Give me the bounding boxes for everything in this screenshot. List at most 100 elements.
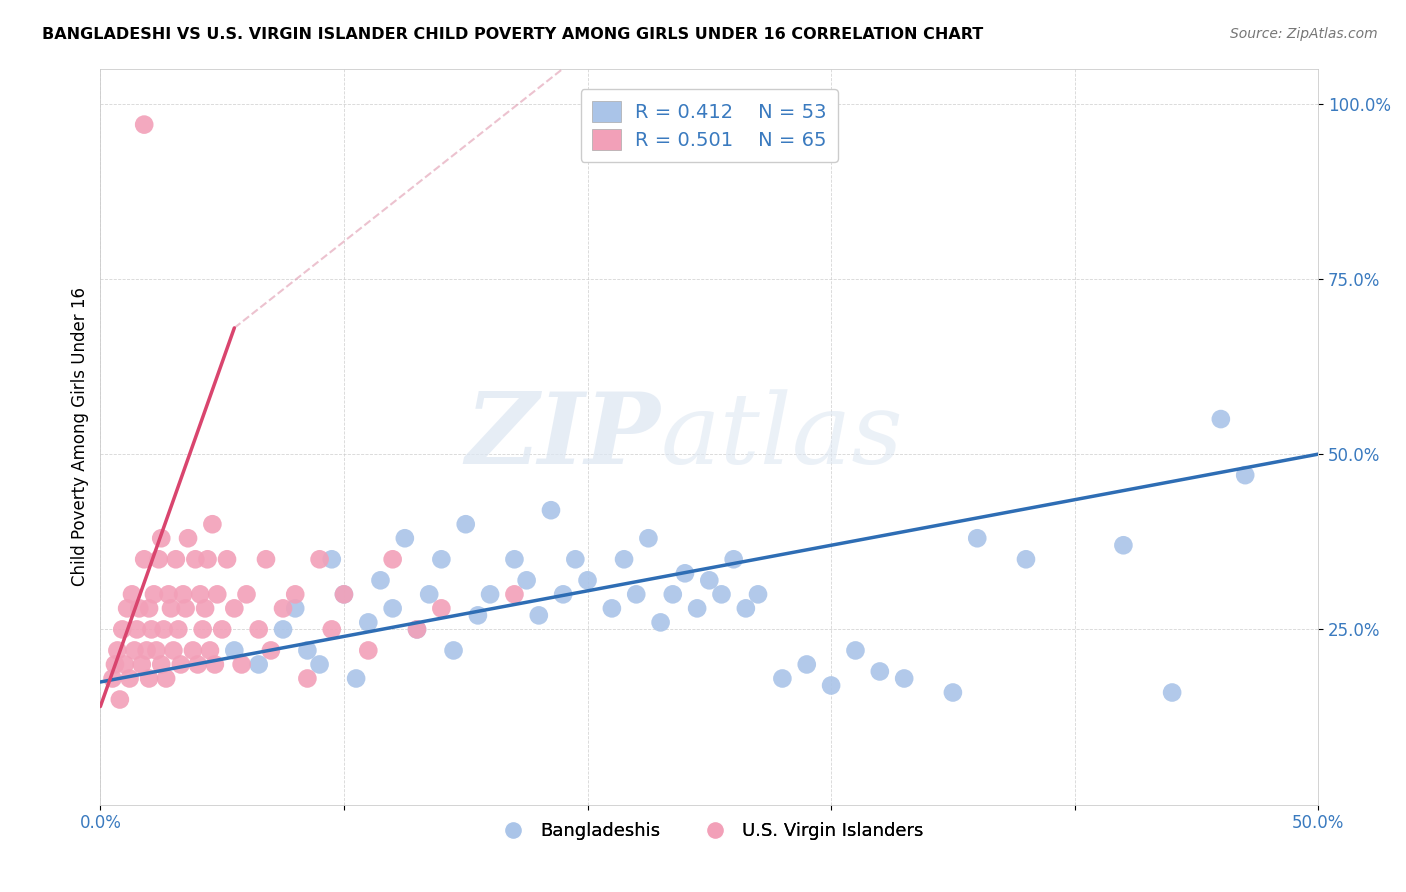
Y-axis label: Child Poverty Among Girls Under 16: Child Poverty Among Girls Under 16 — [72, 287, 89, 586]
Point — [710, 587, 733, 601]
Point — [942, 685, 965, 699]
Point — [503, 552, 526, 566]
Point — [381, 552, 404, 566]
Point — [224, 601, 246, 615]
Point — [157, 587, 180, 601]
Point — [177, 531, 200, 545]
Point — [344, 672, 367, 686]
Point — [231, 657, 253, 672]
Point — [160, 601, 183, 615]
Point — [121, 587, 143, 601]
Point — [194, 601, 217, 615]
Point — [820, 678, 842, 692]
Point — [150, 657, 173, 672]
Point — [198, 643, 221, 657]
Point — [115, 601, 138, 615]
Point — [357, 643, 380, 657]
Text: Source: ZipAtlas.com: Source: ZipAtlas.com — [1230, 27, 1378, 41]
Point — [869, 665, 891, 679]
Point — [406, 623, 429, 637]
Point — [734, 601, 756, 615]
Point — [540, 503, 562, 517]
Point — [148, 552, 170, 566]
Point — [333, 587, 356, 601]
Point — [211, 623, 233, 637]
Point — [357, 615, 380, 630]
Point — [686, 601, 709, 615]
Point — [576, 574, 599, 588]
Point — [650, 615, 672, 630]
Point — [215, 552, 238, 566]
Point — [152, 623, 174, 637]
Point — [142, 587, 165, 601]
Point — [430, 601, 453, 615]
Text: ZIP: ZIP — [465, 388, 661, 485]
Point — [564, 552, 586, 566]
Point — [613, 552, 636, 566]
Point — [1015, 552, 1038, 566]
Point — [247, 657, 270, 672]
Point — [626, 587, 648, 601]
Point — [308, 657, 330, 672]
Point — [134, 552, 156, 566]
Point — [170, 657, 193, 672]
Point — [125, 623, 148, 637]
Point — [114, 657, 136, 672]
Point — [224, 643, 246, 657]
Point — [207, 587, 229, 601]
Point — [118, 672, 141, 686]
Point — [479, 587, 502, 601]
Point — [1161, 685, 1184, 699]
Point — [284, 601, 307, 615]
Point — [394, 531, 416, 545]
Point — [381, 601, 404, 615]
Point — [527, 608, 550, 623]
Point — [697, 574, 720, 588]
Point — [155, 672, 177, 686]
Point — [454, 517, 477, 532]
Point — [467, 608, 489, 623]
Point — [271, 623, 294, 637]
Point — [247, 623, 270, 637]
Point — [165, 552, 187, 566]
Point — [104, 657, 127, 672]
Point — [124, 643, 146, 657]
Point — [172, 587, 194, 601]
Point — [503, 587, 526, 601]
Point — [138, 601, 160, 615]
Text: atlas: atlas — [661, 389, 903, 484]
Point — [107, 643, 129, 657]
Point — [131, 657, 153, 672]
Point — [796, 657, 818, 672]
Point — [201, 517, 224, 532]
Point — [370, 574, 392, 588]
Point — [297, 643, 319, 657]
Point — [1112, 538, 1135, 552]
Point — [443, 643, 465, 657]
Point — [430, 552, 453, 566]
Point — [271, 601, 294, 615]
Point — [297, 672, 319, 686]
Point — [254, 552, 277, 566]
Point — [184, 552, 207, 566]
Point — [197, 552, 219, 566]
Point — [188, 587, 211, 601]
Point — [321, 552, 343, 566]
Point — [516, 574, 538, 588]
Text: BANGLADESHI VS U.S. VIRGIN ISLANDER CHILD POVERTY AMONG GIRLS UNDER 16 CORRELATI: BANGLADESHI VS U.S. VIRGIN ISLANDER CHIL… — [42, 27, 983, 42]
Point — [747, 587, 769, 601]
Point — [770, 672, 793, 686]
Point — [167, 623, 190, 637]
Legend: Bangladeshis, U.S. Virgin Islanders: Bangladeshis, U.S. Virgin Islanders — [488, 814, 931, 847]
Point — [150, 531, 173, 545]
Point — [333, 587, 356, 601]
Point — [418, 587, 440, 601]
Point — [101, 672, 124, 686]
Point — [600, 601, 623, 615]
Point — [174, 601, 197, 615]
Point — [181, 643, 204, 657]
Point — [662, 587, 685, 601]
Point — [187, 657, 209, 672]
Point — [844, 643, 866, 657]
Point — [553, 587, 575, 601]
